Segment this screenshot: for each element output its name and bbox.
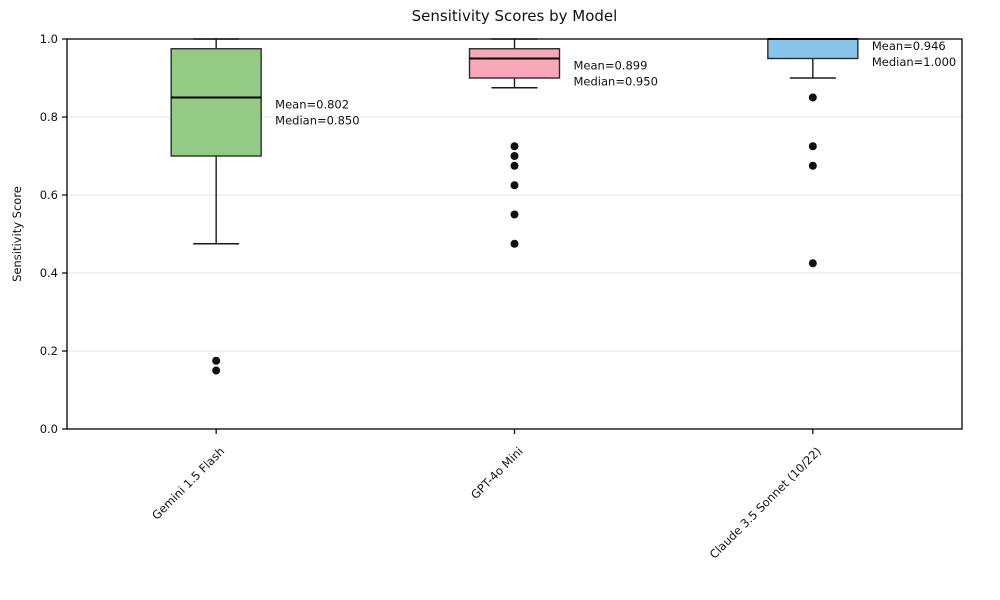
outlier-dot <box>212 366 221 375</box>
y-tick-label: 0.6 <box>40 188 58 202</box>
outlier-dot <box>808 93 817 102</box>
x-tick-label: GPT-4o Mini <box>468 444 526 502</box>
annotation-text: Median=0.950 <box>574 75 658 89</box>
outlier-dot <box>808 142 817 151</box>
outlier-dot <box>510 239 519 248</box>
outlier-dot <box>510 152 519 160</box>
outlier-dot <box>808 259 817 268</box>
annotation-text: Median=1.000 <box>872 55 956 69</box>
y-tick-label: 0.2 <box>40 344 58 358</box>
y-tick-label: 0.0 <box>40 422 58 436</box>
annotation-text: Median=0.850 <box>275 114 359 128</box>
outlier-dot <box>510 142 519 151</box>
outlier-dot <box>808 161 817 170</box>
annotation-text: Mean=0.946 <box>872 39 946 53</box>
y-axis-label: Sensitivity Score <box>10 186 24 282</box>
outlier-dot <box>212 356 221 365</box>
box-1 <box>468 48 561 79</box>
y-tick-label: 1.0 <box>40 32 58 46</box>
box-2 <box>767 38 859 60</box>
annotation-text: Mean=0.802 <box>275 98 349 112</box>
y-tick-label: 0.4 <box>40 266 58 280</box>
outlier-dot <box>510 161 519 170</box>
outlier-dot <box>510 210 519 219</box>
chart-title: Sensitivity Scores by Model <box>411 7 618 25</box>
box-0 <box>170 48 262 157</box>
outlier-dot <box>510 181 519 190</box>
x-tick-label: Gemini 1.5 Flash <box>149 444 227 522</box>
x-tick-label: Claude 3.5 Sonnet (10/22) <box>707 444 824 561</box>
annotation-text: Mean=0.899 <box>574 59 648 73</box>
y-tick-label: 0.8 <box>40 110 58 124</box>
